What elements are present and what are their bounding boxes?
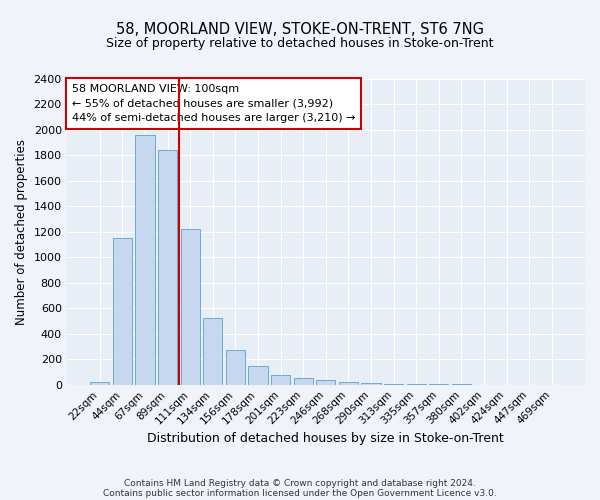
Text: Size of property relative to detached houses in Stoke-on-Trent: Size of property relative to detached ho…: [106, 38, 494, 51]
Bar: [158, 150, 177, 384]
Text: Contains HM Land Registry data © Crown copyright and database right 2024.: Contains HM Land Registry data © Crown c…: [124, 478, 476, 488]
Bar: [181, 230, 200, 384]
Bar: [226, 350, 245, 384]
Y-axis label: Number of detached properties: Number of detached properties: [15, 139, 28, 325]
Bar: [316, 380, 335, 384]
Text: Contains public sector information licensed under the Open Government Licence v3: Contains public sector information licen…: [103, 488, 497, 498]
Bar: [248, 366, 268, 384]
X-axis label: Distribution of detached houses by size in Stoke-on-Trent: Distribution of detached houses by size …: [148, 432, 504, 445]
Bar: [136, 135, 155, 384]
Bar: [203, 318, 223, 384]
Bar: [339, 382, 358, 384]
Bar: [90, 382, 109, 384]
Bar: [271, 374, 290, 384]
Text: 58 MOORLAND VIEW: 100sqm
← 55% of detached houses are smaller (3,992)
44% of sem: 58 MOORLAND VIEW: 100sqm ← 55% of detach…: [72, 84, 355, 123]
Bar: [293, 378, 313, 384]
Text: 58, MOORLAND VIEW, STOKE-ON-TRENT, ST6 7NG: 58, MOORLAND VIEW, STOKE-ON-TRENT, ST6 7…: [116, 22, 484, 38]
Bar: [113, 238, 132, 384]
